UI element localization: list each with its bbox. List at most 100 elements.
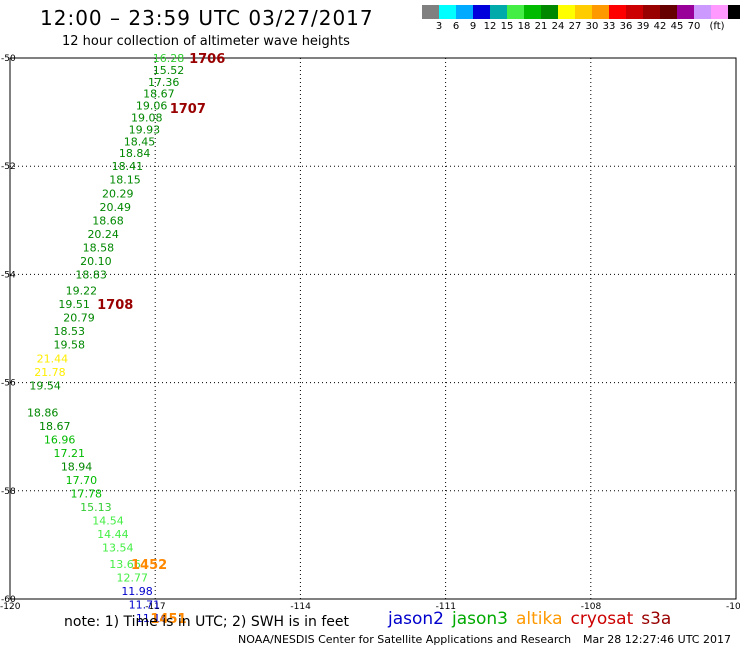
- legend-swatch: [575, 5, 592, 19]
- wave-height-value: 18.68: [92, 214, 124, 227]
- wave-height-value: 19.22: [66, 285, 98, 298]
- legend-label: 70: [687, 21, 701, 32]
- legend-label: 45: [670, 21, 684, 32]
- wave-height-value: 18.84: [119, 147, 150, 160]
- legend-label: 9: [469, 21, 477, 32]
- wave-height-value: 12.77: [116, 571, 148, 584]
- wave-height-value: 18.67: [39, 420, 71, 433]
- wave-height-value: 19.08: [131, 112, 163, 125]
- map-frame: [9, 57, 737, 600]
- legend-label: 39: [636, 21, 650, 32]
- longitude-tick-label: -111: [436, 602, 456, 612]
- legend-swatch: [677, 5, 694, 19]
- legend-label: 27: [568, 21, 582, 32]
- legend-label: 21: [534, 21, 548, 32]
- wave-height-value: 18.94: [61, 460, 93, 473]
- legend-swatch: [456, 5, 473, 19]
- satellite-legend-item: altika: [516, 609, 563, 629]
- wave-height-value: 19.58: [54, 339, 85, 352]
- legend-label: 3: [435, 21, 443, 32]
- satellite-legend: jason2 jason3 altika cryosat s3a: [388, 609, 679, 629]
- wave-height-value: 13.66: [109, 558, 141, 571]
- longitude-tick-label: -114: [290, 602, 311, 612]
- wave-height-value: 11.98: [121, 585, 153, 598]
- map-canvas: -120 -117 -114 -111 -108 -105 -50 -52 -54 -56 -58 -…: [0, 52, 740, 627]
- wave-height-value: 18.45: [124, 135, 155, 148]
- legend-swatch: [541, 5, 558, 19]
- latitude-tick-label: -56: [1, 379, 16, 389]
- latitude-tick-label: -50: [1, 54, 16, 64]
- wave-height-value: 18.67: [143, 88, 175, 101]
- wave-height-value: 18.58: [83, 241, 115, 254]
- wave-height-value: 11.71: [129, 598, 161, 611]
- latitude-tick-label: -58: [1, 487, 16, 497]
- wave-height-value: 16.28: [153, 52, 185, 65]
- legend-label: 30: [585, 21, 599, 32]
- wave-height-value: 17.78: [71, 488, 103, 501]
- wave-height-value: 20.10: [80, 255, 112, 268]
- longitude-tick-label: -108: [581, 602, 602, 612]
- legend-swatch: [558, 5, 575, 19]
- credit-text: NOAA/NESDIS Center for Satellite Applica…: [238, 633, 572, 646]
- legend-label: 42: [653, 21, 667, 32]
- wave-height-value: 20.49: [100, 201, 132, 214]
- wave-height-value: 19.93: [129, 123, 161, 136]
- page-title: 12:00 – 23:59 UTC 03/27/2017: [40, 6, 374, 30]
- pass-time-label: 1707: [170, 102, 206, 117]
- wave-height-value: 17.70: [66, 474, 98, 487]
- legend-swatch: [439, 5, 456, 19]
- wave-height-value: 19.51: [58, 298, 90, 311]
- wave-height-value: 18.41: [112, 160, 144, 173]
- legend-swatch: [643, 5, 660, 19]
- legend-swatch: [626, 5, 643, 19]
- longitude-tick-label: -120: [0, 602, 21, 612]
- wave-height-value: 15.13: [80, 501, 112, 514]
- wave-height-value: 13.54: [102, 542, 133, 555]
- wave-height-value: 20.29: [102, 187, 133, 200]
- wave-height-value: 18.15: [109, 174, 141, 187]
- legend-swatch: [609, 5, 626, 19]
- satellite-legend-item: jason3: [452, 609, 508, 629]
- satellite-legend-item: jason2: [388, 609, 444, 629]
- wave-height-value: 19.54: [29, 379, 61, 392]
- longitude-tick-label: -105: [726, 602, 740, 612]
- legend-swatch: [524, 5, 541, 19]
- wave-height-value: 14.44: [97, 528, 128, 541]
- wave-height-value: 19.06: [136, 100, 168, 113]
- generated-timestamp: Mar 28 12:27:46 UTC 2017: [583, 633, 731, 646]
- wave-height-value: 11.16: [136, 612, 168, 625]
- legend-label: 6: [452, 21, 460, 32]
- pass-time-label: 1706: [189, 52, 225, 67]
- legend-swatch: [728, 5, 740, 19]
- wave-height-value: 17.21: [54, 447, 85, 460]
- legend-label: 33: [602, 21, 616, 32]
- wave-height-value: 18.86: [27, 406, 59, 419]
- color-legend: 3 6 9 12 15 18 21 24 27 30 33 36 39 42 45 70 (ft): [422, 5, 740, 33]
- legend-labels: 3 6 9 12 15 18 21 24 27 30 33 36 39 42 45 70 (ft): [422, 19, 740, 33]
- legend-label: 36: [619, 21, 633, 32]
- wave-height-value: 14.54: [92, 515, 124, 528]
- legend-swatch: [592, 5, 609, 19]
- pass-time-label: 1451: [150, 612, 186, 627]
- wave-height-value: 21.78: [34, 366, 65, 379]
- legend-swatch: [660, 5, 677, 19]
- satellite-legend-item: s3a: [641, 609, 672, 629]
- satellite-legend-item: cryosat: [570, 609, 634, 629]
- pass-time-label: 1708: [97, 298, 133, 313]
- wave-height-value: 17.36: [148, 76, 180, 89]
- wave-height-value: 21.44: [37, 352, 69, 365]
- latitude-tick-label: -54: [1, 270, 16, 280]
- legend-label: 15: [500, 21, 514, 32]
- legend-swatch: [490, 5, 507, 19]
- legend-swatch: [473, 5, 490, 19]
- wave-height-value: 16.96: [44, 433, 76, 446]
- legend-color-bar: [422, 5, 740, 19]
- latitude-tick-label: -60: [1, 595, 16, 605]
- longitude-tick-label: -117: [145, 602, 165, 612]
- legend-swatch: [507, 5, 524, 19]
- footer-note: note: 1) Time is in UTC; 2) SWH is in fe…: [64, 614, 350, 630]
- legend-label: 12: [483, 21, 497, 32]
- latitude-tick-label: -52: [1, 162, 16, 172]
- legend-swatch: [694, 5, 711, 19]
- legend-label: (ft): [709, 21, 725, 32]
